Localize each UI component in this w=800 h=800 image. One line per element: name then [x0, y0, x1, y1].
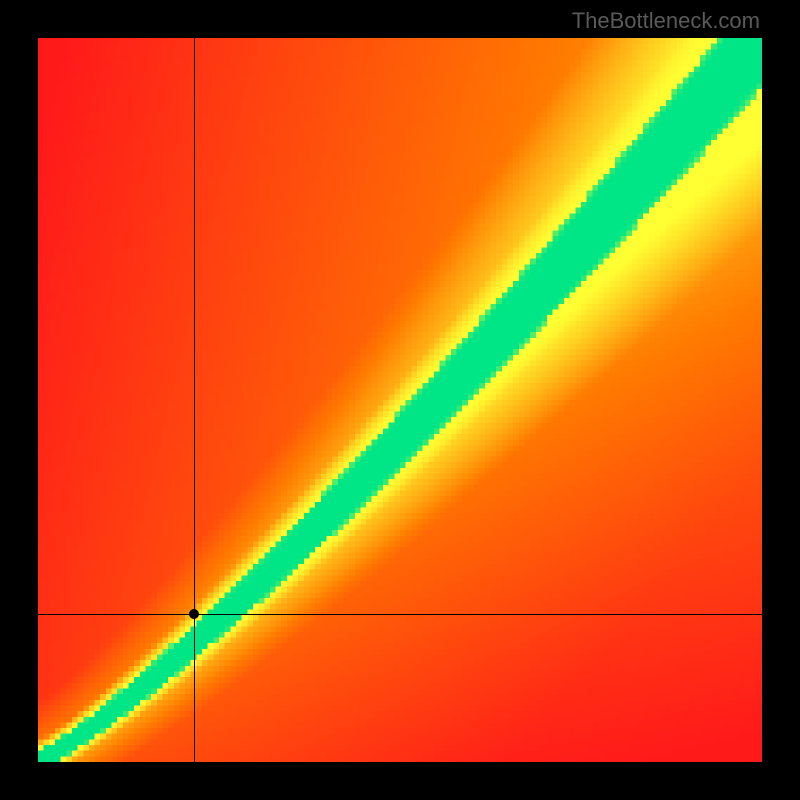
- heatmap-canvas: [38, 38, 762, 762]
- crosshair-vertical: [194, 38, 195, 762]
- watermark-text: TheBottleneck.com: [572, 8, 760, 34]
- heatmap-plot: [38, 38, 762, 762]
- marker-point: [189, 609, 199, 619]
- crosshair-horizontal: [38, 614, 762, 615]
